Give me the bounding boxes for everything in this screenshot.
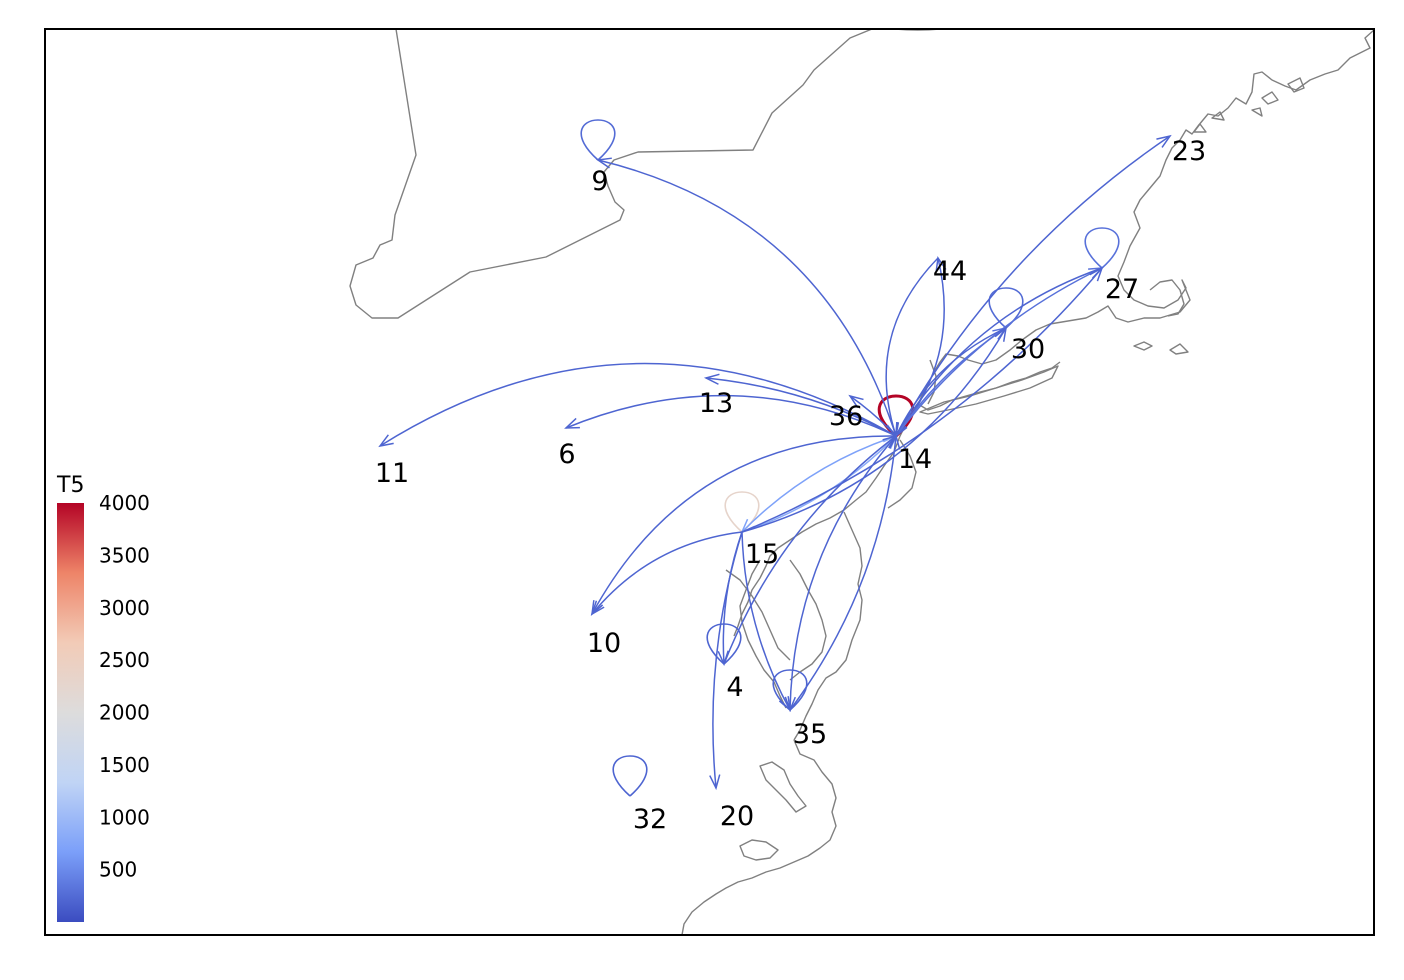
flow-edge-14-35: [789, 435, 897, 711]
arrowhead-15-35: [778, 696, 791, 712]
colorbar-title: T5: [56, 473, 84, 498]
self-loop-35: [772, 669, 808, 711]
colorbar: T5 500 1000 1500 2000 2500 3000 3500 4000: [56, 473, 150, 922]
arrowhead-14-6: [564, 417, 580, 429]
flow-edge-14-11: [379, 362, 897, 447]
arrowhead-15-20: [709, 774, 721, 791]
albemarle-sound: [739, 839, 779, 861]
self-loops-layer: [580, 119, 1120, 797]
node-label-14: 14: [898, 444, 932, 475]
flow-edge-14-27: [895, 267, 1103, 437]
flow-edge-27-14: [895, 267, 1103, 437]
nj-coast: [887, 439, 917, 509]
lake-outline: [349, 29, 873, 319]
node-label-6: 6: [558, 439, 575, 470]
node-label-15: 15: [745, 539, 779, 570]
self-loop-15: [724, 491, 760, 533]
node-label-36: 36: [829, 401, 863, 432]
virginia-coast: [681, 739, 837, 935]
node-label-20: 20: [720, 801, 754, 832]
map-frame: [44, 28, 1375, 936]
colorbar-tick-label: 2500: [99, 648, 150, 672]
self-loop-30: [988, 287, 1024, 329]
node-label-32: 32: [633, 804, 667, 835]
flow-edge-15-27: [741, 267, 1103, 533]
flow-edge-14-6: [565, 394, 897, 437]
arrowhead-15-4: [717, 650, 729, 667]
chesapeake-west: [739, 559, 787, 709]
colorbar-tick-label: 1500: [99, 753, 150, 777]
hudson-estuary: [927, 359, 937, 405]
colorbar-tick-label: 1000: [99, 805, 150, 829]
arrowhead-14-23: [1156, 134, 1172, 148]
flow-edge-35-14: [789, 435, 897, 711]
flow-edge-30-14: [895, 327, 1007, 437]
node-label-44: 44: [933, 256, 967, 287]
flow-edge-15-4: [722, 531, 743, 665]
arrowhead-14-36: [848, 394, 864, 409]
new-england-coast: [917, 29, 1374, 411]
node-label-11: 11: [375, 458, 409, 489]
pamlico-sound: [759, 761, 807, 813]
colorbar-tick-label: 3500: [99, 543, 150, 567]
self-loop-27: [1084, 227, 1120, 269]
island-nantucket: [1169, 343, 1189, 355]
node-label-10: 10: [587, 628, 621, 659]
node-label-4: 4: [726, 672, 743, 703]
node-label-30: 30: [1011, 334, 1045, 365]
node-label-35: 35: [793, 719, 827, 750]
flow-edge-15-14: [741, 435, 897, 533]
flow-edge-14-10: [591, 435, 897, 615]
island-marthas: [1133, 341, 1153, 351]
flow-edges-layer: [378, 134, 1172, 791]
arrowhead-15-27: [1089, 266, 1104, 282]
flow-edge-14-36: [849, 395, 897, 437]
colorbar-tick-label: 4000: [99, 491, 150, 515]
potomac: [725, 569, 791, 661]
flow-edge-14-23: [895, 135, 1171, 437]
arrowhead-14-13: [703, 373, 720, 385]
arrowhead-14-9: [595, 157, 612, 169]
maine-islands: [1193, 77, 1305, 133]
flow-edge-15-35: [741, 531, 791, 711]
arrowhead-4-14: [882, 434, 898, 449]
self-loop-9: [580, 119, 616, 161]
flow-edge-15-30: [741, 327, 1007, 533]
mid-atlantic-coast: [733, 403, 919, 637]
chesapeake-east: [789, 559, 827, 681]
flow-edge-44-14: [885, 257, 939, 437]
node-label-9: 9: [591, 166, 608, 197]
long-island: [919, 365, 1059, 415]
cape-cod: [1149, 279, 1185, 317]
flow-edge-14-15: [741, 435, 897, 533]
flow-edge-14-30: [895, 327, 1007, 437]
node-label-27: 27: [1105, 274, 1139, 305]
node-label-23: 23: [1172, 136, 1206, 167]
flow-edge-14-9: [597, 159, 897, 437]
flow-edge-15-10: [591, 531, 743, 615]
colorbar-tick-label: 500: [99, 858, 137, 882]
colorbar-strip: [57, 503, 84, 922]
arrowhead-15-10: [590, 600, 605, 616]
delaware-bay: [793, 511, 863, 741]
arrowhead-15-30: [994, 326, 1008, 342]
flow-edge-14-13: [705, 377, 897, 437]
basemap: [349, 29, 1374, 935]
node-label-13: 13: [699, 388, 733, 419]
arrowhead-14-11: [378, 434, 394, 448]
flow-edge-4-14: [723, 435, 897, 665]
self-loop-32: [612, 755, 648, 797]
colorbar-tick-label: 2000: [99, 701, 150, 725]
node-labels-layer: 9 44 23 27 30 13 36 14 6 11 15 10 4 35 32 20: [375, 136, 1206, 835]
colorbar-ticks: 500 1000 1500 2000 2500 3000 3500 4000: [99, 491, 150, 882]
colorbar-tick-label: 3000: [99, 596, 150, 620]
